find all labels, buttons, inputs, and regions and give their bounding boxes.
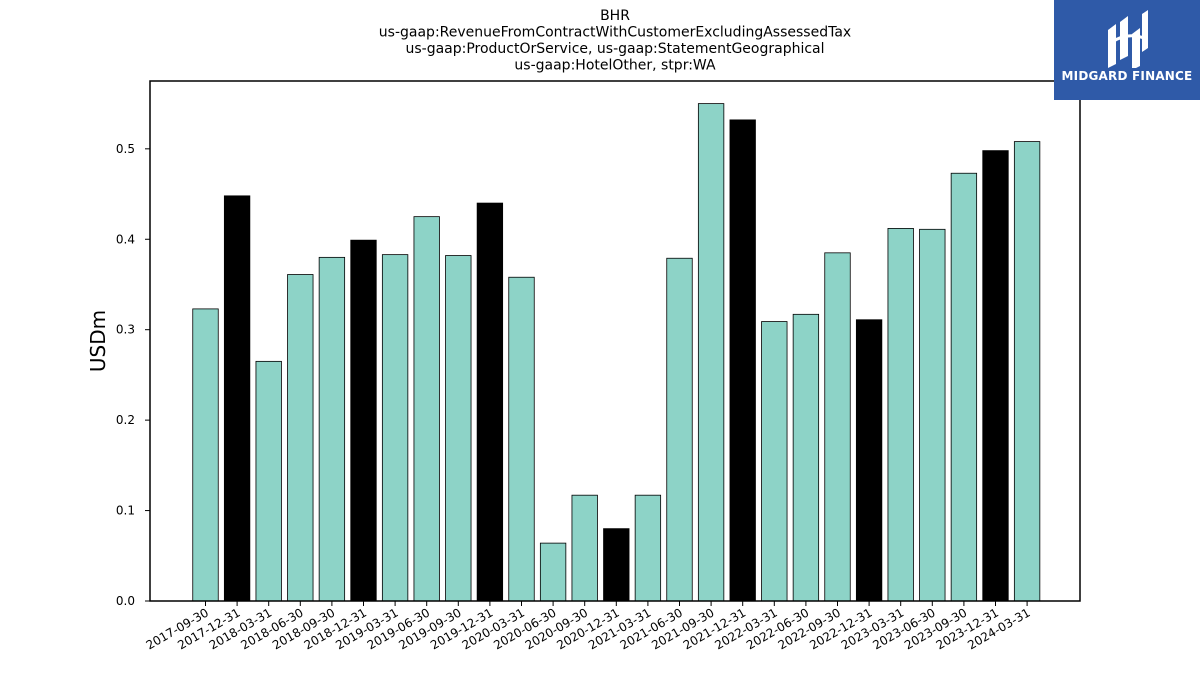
bar	[950, 172, 978, 602]
bar	[508, 276, 535, 602]
plot-frame	[149, 80, 1081, 602]
bar	[255, 360, 282, 602]
y-tick-label: 0.4	[116, 232, 135, 246]
bar	[318, 256, 346, 602]
x-axis: 2017-09-302017-12-312018-03-312018-06-30…	[144, 601, 1033, 652]
chart-title: BHRus-gaap:RevenueFromContractWithCustom…	[379, 8, 851, 74]
bar	[223, 195, 251, 602]
bar	[287, 274, 314, 602]
chart-title-line: BHR	[600, 8, 630, 24]
bar	[824, 252, 851, 602]
bar	[792, 313, 820, 602]
bar	[413, 216, 440, 602]
midgard-finance-logo: MIDGARD FINANCE	[1054, 0, 1200, 100]
bar	[1013, 141, 1041, 602]
y-tick-label: 0.5	[116, 142, 135, 156]
bar	[445, 255, 472, 602]
y-tick-label: 0.0	[116, 594, 135, 608]
y-axis: 0.0 0.1 0.2 0.3 0.4 0.5	[116, 142, 150, 608]
bar	[666, 257, 693, 602]
chart-title-line: us-gaap:ProductOrService, us-gaap:Statem…	[405, 41, 824, 57]
y-tick-label: 0.1	[116, 504, 135, 518]
bar	[887, 228, 914, 602]
bar	[729, 119, 756, 602]
bar	[634, 494, 662, 602]
bar	[539, 542, 567, 602]
chart-title-line: us-gaap:RevenueFromContractWithCustomerE…	[379, 25, 851, 41]
y-tick-label: 0.2	[116, 413, 135, 427]
bar	[761, 321, 788, 602]
logo-mark-icon	[1108, 10, 1148, 68]
y-tick-label: 0.3	[116, 323, 135, 337]
bar	[919, 228, 946, 602]
bar	[192, 308, 219, 602]
bars	[192, 103, 1041, 602]
bar	[571, 494, 598, 602]
bar	[381, 254, 409, 602]
bar	[350, 239, 377, 602]
bar	[855, 319, 883, 602]
bar	[603, 528, 630, 602]
bar	[982, 150, 1009, 602]
chart-title-line: us-gaap:HotelOther, stpr:WA	[514, 58, 716, 74]
logo-text: MIDGARD FINANCE	[1061, 69, 1193, 83]
bar	[697, 103, 725, 602]
y-axis-label: USDm	[86, 310, 110, 372]
bar	[476, 202, 504, 602]
